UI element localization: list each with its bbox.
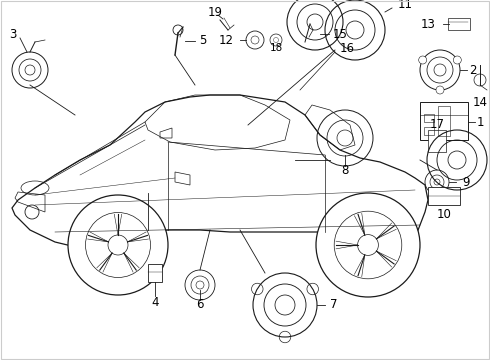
Circle shape xyxy=(453,56,461,64)
Text: 12: 12 xyxy=(219,33,234,46)
Text: 7: 7 xyxy=(330,298,338,311)
Text: 3: 3 xyxy=(9,28,17,41)
Text: 4: 4 xyxy=(151,296,159,309)
Text: 19: 19 xyxy=(207,5,222,18)
Text: 9: 9 xyxy=(462,175,469,189)
Text: 17: 17 xyxy=(430,118,444,131)
Bar xyxy=(448,18,470,30)
Text: 2: 2 xyxy=(469,63,477,77)
Text: 14: 14 xyxy=(472,95,488,108)
Text: 5: 5 xyxy=(199,35,206,48)
Bar xyxy=(420,102,468,140)
Circle shape xyxy=(418,56,427,64)
Bar xyxy=(424,114,434,122)
Text: 15: 15 xyxy=(333,27,348,40)
Text: 18: 18 xyxy=(270,43,283,53)
Text: 11: 11 xyxy=(398,0,413,12)
Bar xyxy=(428,130,446,152)
Text: 8: 8 xyxy=(342,163,349,176)
Text: 10: 10 xyxy=(437,208,451,221)
Circle shape xyxy=(436,86,444,94)
Text: 1: 1 xyxy=(476,116,484,129)
Text: 6: 6 xyxy=(196,298,204,311)
Bar xyxy=(148,264,162,282)
Circle shape xyxy=(316,193,420,297)
Circle shape xyxy=(68,195,168,295)
Bar xyxy=(424,127,434,135)
Bar xyxy=(438,106,450,136)
Text: 16: 16 xyxy=(340,41,355,54)
Bar xyxy=(428,187,460,205)
Text: 13: 13 xyxy=(421,18,436,31)
